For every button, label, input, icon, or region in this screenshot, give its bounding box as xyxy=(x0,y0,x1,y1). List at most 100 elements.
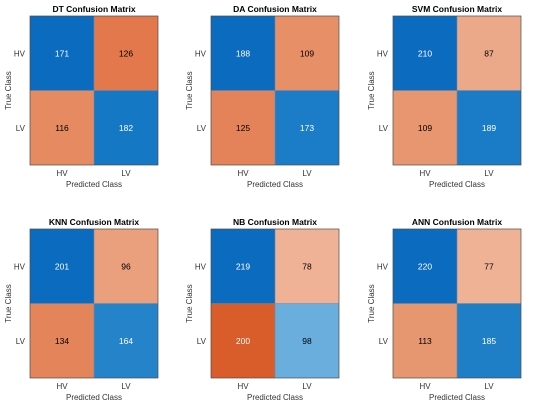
plot-border xyxy=(29,228,159,379)
chart-title: SVM Confusion Matrix xyxy=(412,4,502,14)
y-axis-label: True Class xyxy=(4,71,13,109)
y-tick-label: LV xyxy=(16,337,26,346)
y-tick-label: HV xyxy=(377,262,389,271)
matrix-cell xyxy=(211,229,275,304)
y-axis-label: True Class xyxy=(185,71,194,109)
matrix-cell xyxy=(275,229,339,304)
matrix-cell xyxy=(30,90,94,165)
x-tick-label: LV xyxy=(484,169,494,178)
chart-title: DT Confusion Matrix xyxy=(52,4,135,14)
cell-value-label: 126 xyxy=(119,48,133,58)
y-axis-label: True Class xyxy=(185,284,194,322)
x-tick-label: HV xyxy=(419,169,431,178)
matrix-cell xyxy=(393,16,457,91)
chart-title: KNN Confusion Matrix xyxy=(49,217,139,227)
matrix-cell xyxy=(30,16,94,91)
cell-value-label: 210 xyxy=(418,48,432,58)
chart-title: ANN Confusion Matrix xyxy=(412,217,502,227)
cell-value-label: 134 xyxy=(55,336,69,346)
plot-border xyxy=(210,228,340,379)
matrix-cell xyxy=(211,90,275,165)
matrix-cell xyxy=(211,303,275,378)
matrix-cell xyxy=(30,303,94,378)
x-axis-label: Predicted Class xyxy=(429,393,485,402)
cell-value-label: 109 xyxy=(300,48,314,58)
plot-border xyxy=(210,15,340,166)
matrix-cell xyxy=(275,90,339,165)
x-tick-label: LV xyxy=(121,382,131,391)
y-tick-label: LV xyxy=(379,337,389,346)
cell-value-label: 125 xyxy=(236,123,250,133)
y-tick-label: HV xyxy=(14,262,26,271)
matrix-cell xyxy=(94,303,158,378)
matrix-cell xyxy=(457,229,521,304)
cell-value-label: 219 xyxy=(236,261,250,271)
cell-value-label: 98 xyxy=(302,336,312,346)
cell-value-label: 185 xyxy=(482,336,496,346)
y-axis-label: True Class xyxy=(4,284,13,322)
cell-value-label: 201 xyxy=(55,261,69,271)
x-axis-label: Predicted Class xyxy=(247,393,303,402)
cell-value-label: 189 xyxy=(482,123,496,133)
y-tick-label: HV xyxy=(14,49,26,58)
cell-value-label: 220 xyxy=(418,261,432,271)
matrix-cell xyxy=(393,229,457,304)
chart-title: DA Confusion Matrix xyxy=(233,4,317,14)
y-tick-label: HV xyxy=(377,49,389,58)
x-tick-label: LV xyxy=(302,382,312,391)
confusion-matrix-panel: KNN Confusion Matrix 201 96 134 164 HV LV HV LV P… xyxy=(4,217,159,402)
confusion-matrix-panel: SVM Confusion Matrix 210 87 109 189 HV LV HV LV P… xyxy=(367,4,522,189)
matrix-cell xyxy=(275,16,339,91)
y-tick-label: LV xyxy=(379,124,389,133)
cell-value-label: 78 xyxy=(302,261,312,271)
plot-border xyxy=(29,15,159,166)
cell-value-label: 173 xyxy=(300,123,314,133)
y-axis-label: True Class xyxy=(367,71,376,109)
x-tick-label: HV xyxy=(237,382,249,391)
cell-value-label: 87 xyxy=(484,48,494,58)
matrix-cell xyxy=(275,303,339,378)
cell-value-label: 113 xyxy=(418,336,432,346)
plot-border xyxy=(392,15,522,166)
y-tick-label: LV xyxy=(197,124,207,133)
x-axis-label: Predicted Class xyxy=(66,393,122,402)
x-tick-label: HV xyxy=(419,382,431,391)
confusion-matrix-panel: NB Confusion Matrix 219 78 200 98 HV LV HV LV Pre… xyxy=(185,217,340,402)
matrix-cell xyxy=(457,16,521,91)
x-tick-label: LV xyxy=(302,169,312,178)
y-tick-label: HV xyxy=(195,262,207,271)
cell-value-label: 109 xyxy=(418,123,432,133)
cell-value-label: 116 xyxy=(55,123,69,133)
x-tick-label: HV xyxy=(237,169,249,178)
plot-border xyxy=(392,228,522,379)
y-tick-label: HV xyxy=(195,49,207,58)
matrix-cell xyxy=(30,229,94,304)
confusion-matrix-panel: DA Confusion Matrix 188 109 125 173 HV LV HV LV P… xyxy=(185,4,340,189)
x-axis-label: Predicted Class xyxy=(429,180,485,189)
x-axis-label: Predicted Class xyxy=(247,180,303,189)
chart-title: NB Confusion Matrix xyxy=(233,217,317,227)
matrix-cell xyxy=(94,90,158,165)
matrix-cell xyxy=(211,16,275,91)
y-axis-label: True Class xyxy=(367,284,376,322)
cell-value-label: 171 xyxy=(55,48,69,58)
cell-value-label: 200 xyxy=(236,336,250,346)
matrix-cell xyxy=(94,229,158,304)
matrix-cell xyxy=(94,16,158,91)
cell-value-label: 182 xyxy=(119,123,133,133)
x-tick-label: LV xyxy=(121,169,131,178)
matrix-cell xyxy=(393,90,457,165)
x-tick-label: LV xyxy=(484,382,494,391)
y-tick-label: LV xyxy=(197,337,207,346)
y-tick-label: LV xyxy=(16,124,26,133)
x-axis-label: Predicted Class xyxy=(66,180,122,189)
cell-value-label: 164 xyxy=(119,336,133,346)
matrix-cell xyxy=(457,90,521,165)
cell-value-label: 188 xyxy=(236,48,250,58)
matrix-cell xyxy=(457,303,521,378)
cell-value-label: 96 xyxy=(121,261,131,271)
x-tick-label: HV xyxy=(56,169,68,178)
x-tick-label: HV xyxy=(56,382,68,391)
confusion-matrix-panel: DT Confusion Matrix 171 126 116 182 HV LV HV LV P… xyxy=(4,4,159,189)
